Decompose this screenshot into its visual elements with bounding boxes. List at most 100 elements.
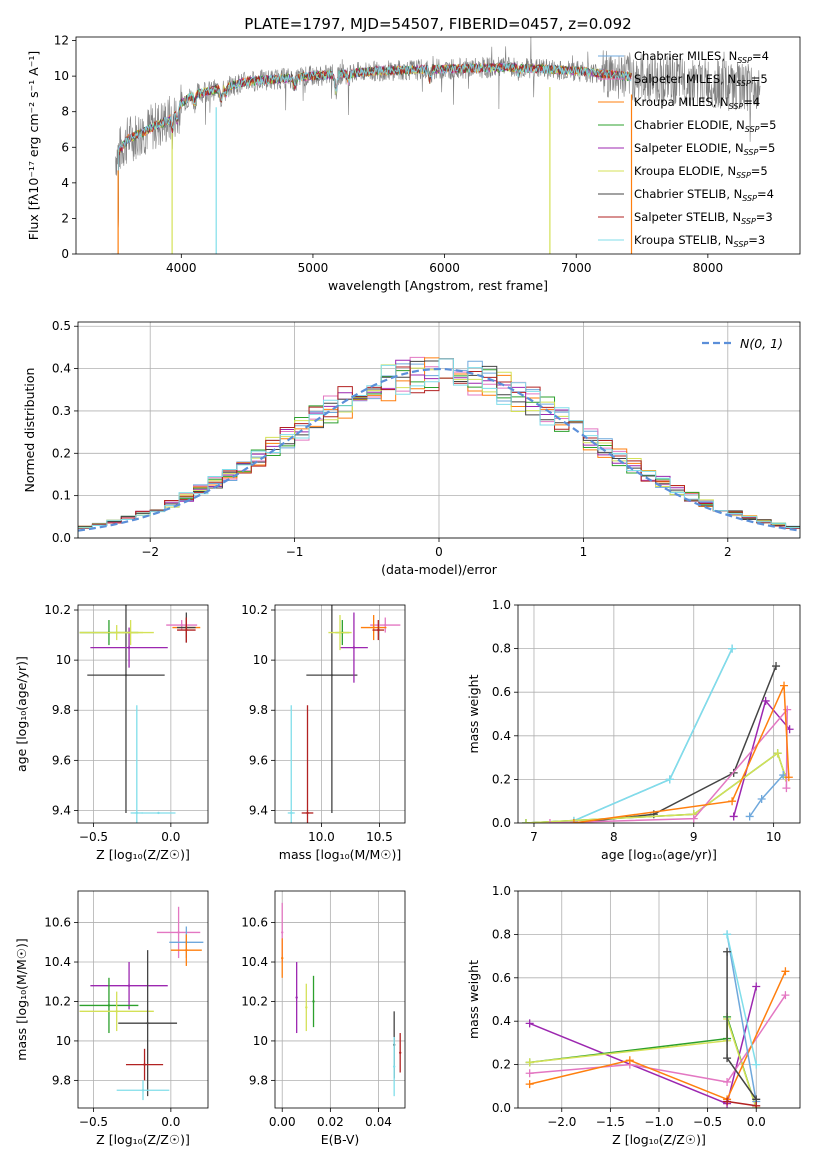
y-tick-label: 1.0 bbox=[492, 598, 511, 612]
axes-spectrum: 4000 5000 6000 7000 8000 0 2 4 6 8 10 12 wavelength … bbox=[26, 15, 801, 293]
x-tick-label: 10 bbox=[766, 830, 781, 844]
y-axis-label: mass [log₁₀(M/M☉)] bbox=[14, 938, 29, 1060]
legend-entry: N(0, 1) bbox=[740, 336, 783, 351]
y-tick-label: 9.6 bbox=[52, 753, 71, 767]
x-tick-label: −2.0 bbox=[547, 1115, 576, 1129]
plus-marker bbox=[782, 784, 791, 793]
data-point bbox=[312, 1000, 315, 1003]
data-point bbox=[290, 811, 293, 815]
legend: N(0, 1) bbox=[702, 336, 783, 351]
plus-marker bbox=[752, 982, 761, 991]
data-point bbox=[185, 628, 188, 632]
data-point bbox=[143, 1063, 146, 1066]
legend-label: Chabrier MILES, N bbox=[634, 49, 737, 63]
plus-marker bbox=[525, 1080, 534, 1089]
axes-frame bbox=[75, 36, 801, 255]
y-tick-label: 0 bbox=[61, 247, 69, 261]
y-tick-label: 0.1 bbox=[52, 489, 71, 503]
y-tick-label: 4 bbox=[61, 176, 69, 190]
plus-marker bbox=[689, 814, 698, 823]
plot-area-spectrum bbox=[111, 37, 761, 254]
y-axis-label: mass weight bbox=[466, 674, 481, 753]
x-tick-label: −0.5 bbox=[79, 1115, 108, 1129]
data-point bbox=[115, 631, 118, 634]
x-axis-label: Z [log₁₀(Z/Z☉)] bbox=[96, 847, 190, 862]
data-point bbox=[338, 631, 342, 634]
y-tick-label: 2 bbox=[61, 211, 69, 225]
legend-suffix: =5 bbox=[751, 72, 768, 86]
x-tick-label: 10.5 bbox=[366, 830, 393, 844]
legend-sub: SSP bbox=[742, 194, 757, 203]
legend-sub: SSP bbox=[729, 102, 744, 111]
y-tick-label: 9.6 bbox=[249, 753, 268, 767]
plus-marker bbox=[728, 644, 737, 653]
x-axis-label: mass [log₁₀(M/M☉)] bbox=[279, 847, 401, 862]
plus-marker bbox=[728, 797, 737, 806]
legend-label: Kroupa STELIB, N bbox=[634, 233, 734, 247]
x-axis-label: Z [log₁₀(Z/Z☉)] bbox=[612, 1132, 706, 1147]
y-tick-label: 10 bbox=[56, 1034, 71, 1048]
y-tick-label: 0.8 bbox=[492, 642, 511, 656]
y-tick-label: 0.0 bbox=[492, 816, 511, 830]
legend-entry: Salpeter MILES, NSSP=5 bbox=[634, 72, 768, 88]
legend-entry: Salpeter ELODIE, NSSP=5 bbox=[634, 141, 775, 157]
y-tick-label: 10 bbox=[54, 69, 69, 83]
data-point bbox=[157, 811, 160, 815]
y-axis-label: Normed distribution bbox=[22, 368, 37, 493]
plus-marker bbox=[625, 1056, 634, 1065]
series-line bbox=[726, 1100, 757, 1107]
y-tick-label: 9.8 bbox=[249, 703, 268, 717]
x-tick-label: 8000 bbox=[693, 261, 724, 275]
y-tick-label: 10.2 bbox=[44, 994, 71, 1008]
plus-marker bbox=[752, 1101, 761, 1108]
legend-sub: SSP bbox=[734, 240, 749, 249]
x-tick-label: 10.0 bbox=[308, 830, 335, 844]
x-axis-label: wavelength [Angstrom, rest frame] bbox=[328, 278, 548, 293]
legend-suffix: =4 bbox=[757, 187, 774, 201]
y-tick-label: 9.4 bbox=[52, 803, 71, 817]
plus-marker bbox=[757, 795, 766, 804]
plot-area-age_vs_Z bbox=[79, 605, 201, 823]
x-tick-label: −0.5 bbox=[693, 1115, 722, 1129]
plus-marker bbox=[525, 1058, 534, 1067]
y-tick-label: 10.2 bbox=[241, 603, 268, 617]
axes-frame bbox=[274, 890, 406, 1109]
chart-title: PLATE=1797, MJD=54507, FIBERID=0457, z=0… bbox=[244, 15, 631, 33]
legend-sub: SSP bbox=[741, 217, 756, 226]
y-tick-label: 0.6 bbox=[492, 685, 511, 699]
y-tick-label: 9.8 bbox=[52, 1073, 71, 1087]
legend-suffix: =5 bbox=[760, 118, 777, 132]
plot-area-massweight_vs_age bbox=[521, 644, 794, 823]
legend-sub: SSP bbox=[744, 148, 759, 157]
legend-entry: Salpeter STELIB, NSSP=3 bbox=[634, 210, 773, 226]
data-point bbox=[124, 673, 128, 677]
x-tick-label: 5000 bbox=[298, 261, 329, 275]
y-tick-label: 0.3 bbox=[52, 404, 71, 418]
plus-marker bbox=[723, 1077, 732, 1086]
y-tick-label: 8 bbox=[61, 105, 69, 119]
x-tick-label: −1.0 bbox=[644, 1115, 673, 1129]
y-tick-label: 0.4 bbox=[52, 362, 71, 376]
plus-marker bbox=[773, 749, 782, 758]
legend-entry: Chabrier MILES, NSSP=4 bbox=[634, 49, 769, 65]
plus-marker bbox=[723, 930, 732, 939]
x-tick-label: 0.0 bbox=[161, 1115, 180, 1129]
x-tick-label: −0.5 bbox=[79, 830, 108, 844]
legend-label: Kroupa MILES, N bbox=[634, 95, 729, 109]
y-tick-label: 0.4 bbox=[492, 729, 511, 743]
series-line bbox=[726, 934, 757, 1102]
x-tick-label: 9 bbox=[690, 830, 698, 844]
data-point bbox=[127, 646, 131, 649]
plot-area-residual_hist bbox=[78, 356, 800, 538]
y-tick-label: 0.5 bbox=[52, 319, 71, 333]
x-tick-label: 0.04 bbox=[365, 1115, 392, 1129]
legend-label: Chabrier ELODIE, N bbox=[634, 118, 745, 132]
plus-marker bbox=[752, 1060, 761, 1069]
data-point bbox=[295, 996, 298, 999]
data-point bbox=[352, 646, 356, 649]
plus-marker bbox=[729, 812, 738, 821]
y-tick-label: 6 bbox=[61, 140, 69, 154]
axes-residual_hist: −2 −1 0 1 2 0.0 0.1 0.2 0.3 0.4 0.5 (data-model)/er… bbox=[22, 319, 801, 577]
axes-frame bbox=[517, 604, 801, 824]
